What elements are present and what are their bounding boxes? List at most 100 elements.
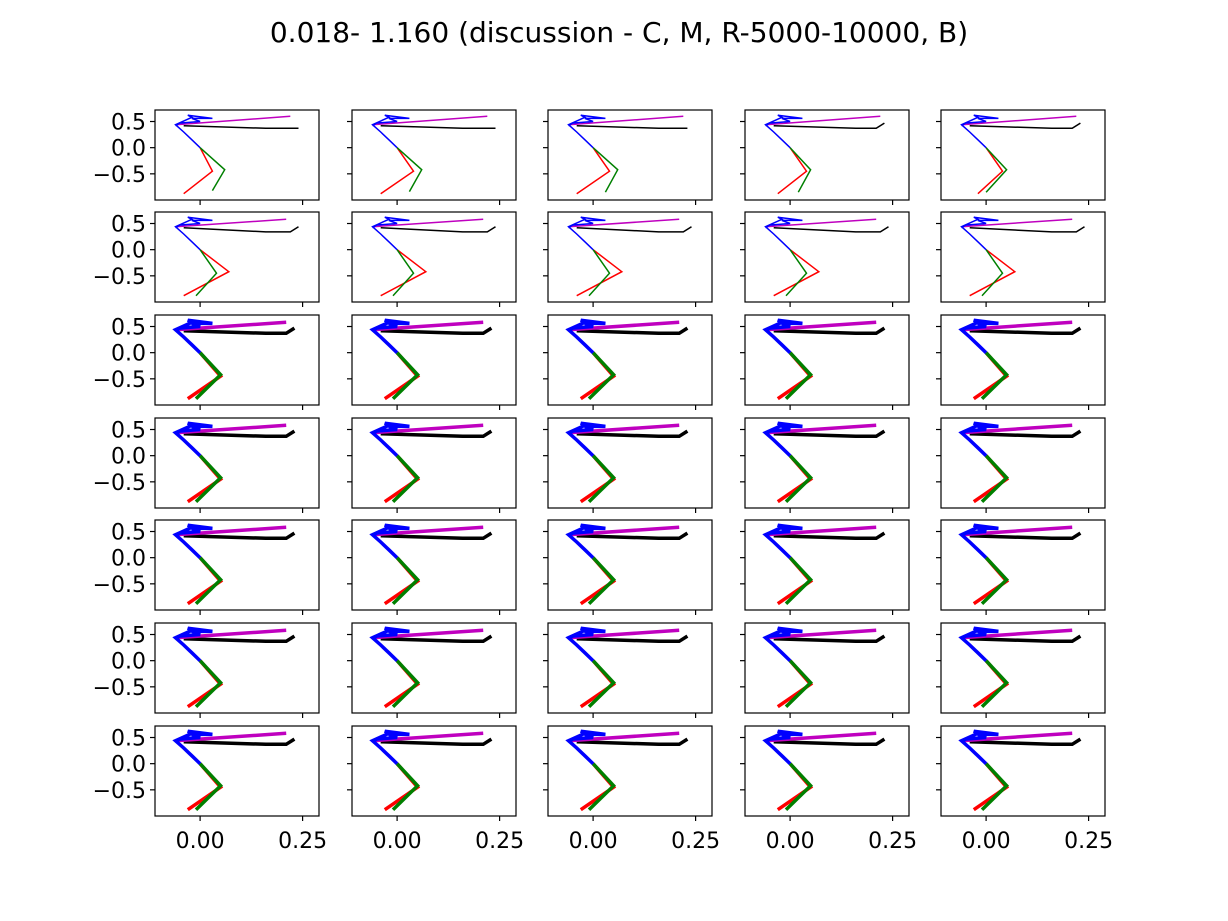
figure-lines — [172, 626, 296, 709]
axes-frame — [940, 109, 1106, 201]
series-torso — [773, 326, 886, 336]
series-torso — [773, 226, 889, 233]
series-arm — [765, 218, 877, 228]
axes-frame — [154, 622, 320, 714]
y-tick-label: 0.0 — [111, 650, 146, 675]
axes-frame — [351, 622, 517, 714]
series-head — [958, 523, 999, 559]
figure-lines — [369, 523, 493, 606]
subplot-r7-c3: 0.00 0.25 — [543, 725, 720, 854]
subplot-r6-c1: 0.50.0−0.5 — [93, 622, 320, 718]
series-leg2 — [980, 556, 1010, 605]
series-head — [958, 421, 999, 457]
figure-lines — [762, 523, 886, 606]
series-head — [371, 216, 410, 251]
series-leg2 — [194, 659, 224, 708]
series-head — [174, 114, 213, 149]
y-tick-label: 0.5 — [111, 316, 146, 341]
figure-lines — [369, 318, 493, 401]
series-torso — [969, 634, 1082, 644]
subplot-r3-c1: 0.50.0−0.5 — [93, 314, 320, 410]
series-leg2 — [789, 147, 812, 193]
series-head — [960, 114, 999, 149]
figure-lines — [565, 523, 689, 606]
figure-title: 0.018- 1.160 (discussion - C, M, R-5000-… — [270, 16, 968, 49]
figure-lines — [565, 318, 689, 401]
series-torso — [576, 634, 689, 644]
x-tick-label: 0.00 — [373, 829, 422, 854]
figure-lines — [174, 114, 299, 195]
subplot-r6-c5 — [936, 622, 1106, 718]
axes-frame — [351, 314, 517, 406]
subplot-r4-c4 — [740, 417, 910, 513]
axes-frame — [940, 314, 1106, 406]
axes-frame — [154, 417, 320, 509]
series-torso — [773, 634, 886, 644]
y-tick-label: 0.0 — [111, 137, 146, 162]
y-tick-label: 0.0 — [111, 239, 146, 264]
axes-frame — [154, 211, 320, 303]
series-torso — [969, 226, 1085, 233]
y-tick-label: 0.5 — [111, 419, 146, 444]
series-leg2 — [194, 351, 224, 400]
series-torso — [183, 226, 299, 233]
series-torso — [183, 429, 296, 439]
series-arm — [175, 115, 291, 126]
series-leg2 — [392, 249, 415, 297]
series-leg2 — [980, 351, 1010, 400]
series-leg2 — [784, 454, 814, 503]
series-leg2 — [199, 147, 226, 191]
figure-lines — [369, 729, 493, 812]
series-torso — [773, 429, 886, 439]
y-tick-label: 0.5 — [111, 624, 146, 649]
subplot-r5-c4 — [740, 519, 910, 615]
series-head — [369, 318, 410, 354]
axes-frame — [547, 519, 713, 611]
axes-frame — [351, 109, 517, 201]
series-torso — [380, 326, 493, 336]
series-head — [172, 729, 213, 765]
y-tick-label: −0.5 — [93, 573, 146, 598]
figure-lines — [762, 626, 886, 709]
axes-frame — [744, 622, 910, 714]
series-head — [369, 729, 410, 765]
series-leg2 — [195, 249, 218, 297]
series-torso — [576, 429, 689, 439]
subplot-r1-c1: 0.50.0−0.5 — [93, 109, 320, 205]
figure-lines — [565, 729, 689, 812]
figure-lines — [762, 421, 886, 504]
y-tick-label: −0.5 — [93, 676, 146, 701]
figure-lines — [762, 318, 886, 401]
x-tick-label: 0.00 — [962, 829, 1011, 854]
figure-lines — [960, 216, 1085, 297]
figure-lines — [565, 421, 689, 504]
series-leg2 — [587, 454, 617, 503]
series-arm — [372, 115, 488, 126]
figure-lines — [958, 626, 1082, 709]
series-leg2 — [391, 556, 421, 605]
series-arm — [175, 218, 287, 228]
series-leg2 — [391, 762, 421, 811]
series-leg1 — [977, 147, 1004, 195]
axes-frame — [547, 211, 713, 303]
series-head — [565, 626, 606, 662]
axes-frame — [547, 109, 713, 201]
axes-frame — [547, 417, 713, 509]
axes-frame — [940, 622, 1106, 714]
series-torso — [576, 531, 689, 541]
series-head — [369, 626, 410, 662]
y-tick-label: −0.5 — [93, 779, 146, 804]
subplot-r1-c2 — [347, 109, 517, 205]
series-torso — [183, 531, 296, 541]
series-leg2 — [785, 249, 808, 297]
series-torso — [380, 531, 493, 541]
figure-lines — [764, 216, 889, 297]
axes-frame — [154, 314, 320, 406]
axes-frame — [351, 211, 517, 303]
figure-lines — [762, 729, 886, 812]
subplot-r5-c3 — [543, 519, 713, 615]
x-tick-label: 0.00 — [569, 829, 618, 854]
figure-lines — [764, 114, 885, 195]
subplot-r7-c1: 0.50.0−0.5 0.00 0.25 — [93, 725, 327, 854]
